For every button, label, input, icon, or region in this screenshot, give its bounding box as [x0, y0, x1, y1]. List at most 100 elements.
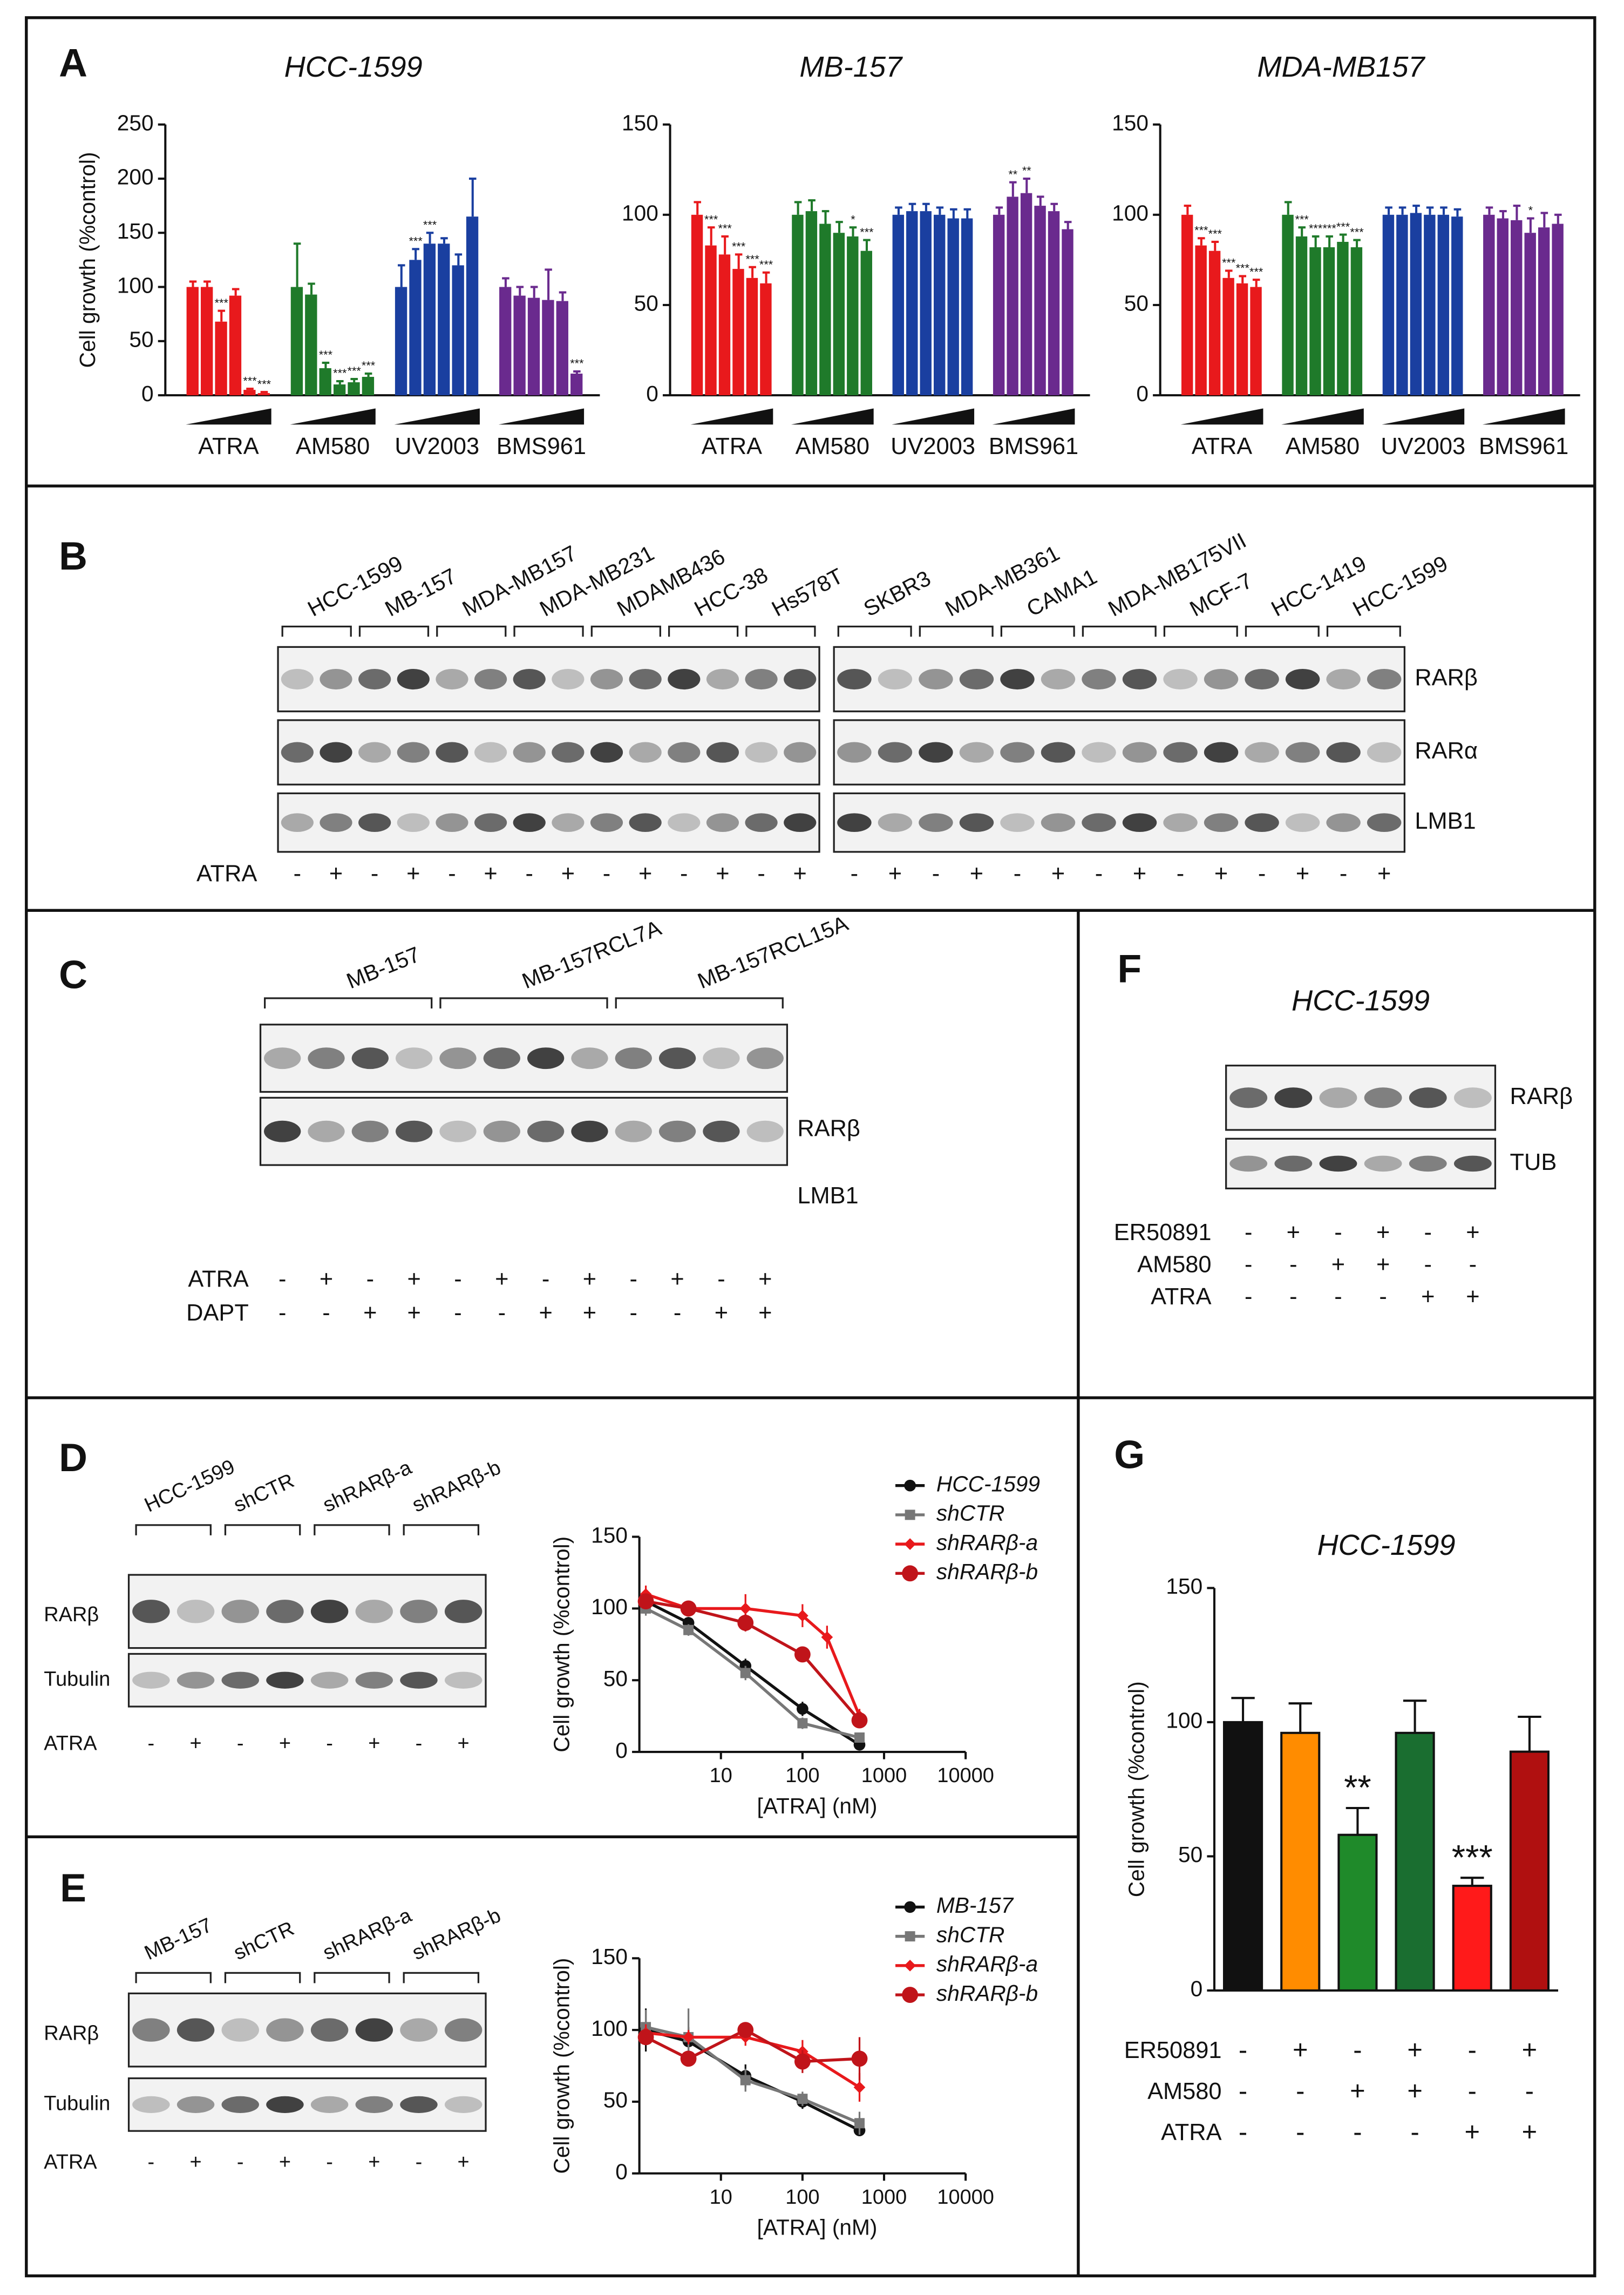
bracket	[314, 1972, 390, 1983]
bracket	[135, 1524, 212, 1535]
treatment-sign: -	[416, 2151, 423, 2174]
bar	[961, 218, 973, 396]
blot-strip	[1225, 1065, 1497, 1131]
blot-band	[1364, 1087, 1402, 1108]
blot-band	[444, 1600, 483, 1623]
marker	[905, 1509, 915, 1520]
treatment-sign: -	[371, 861, 378, 887]
blot-band	[1326, 813, 1361, 832]
blot-band	[1041, 668, 1076, 690]
significance: **	[1022, 164, 1031, 177]
blot-band	[1274, 1155, 1313, 1172]
treatment-sign: +	[320, 1267, 333, 1292]
treatment-sign: -	[322, 1300, 330, 1326]
y-tick-label: 50	[634, 291, 658, 316]
marker	[854, 1732, 865, 1743]
x-tick-label: AM580	[296, 434, 370, 459]
treatment-sign: +	[279, 2151, 291, 2174]
treatment-sign: +	[484, 861, 497, 887]
blot-strip	[127, 1992, 487, 2068]
treatment-sign: -	[454, 1300, 461, 1326]
bar	[1382, 214, 1395, 396]
panel-label: E	[60, 1866, 86, 1910]
treatment-sign: +	[368, 1732, 380, 1755]
blot-band	[397, 668, 430, 690]
y-tick-label: 150	[591, 1944, 628, 1969]
treatment-sign: -	[1289, 1252, 1297, 1278]
bar	[1236, 283, 1248, 396]
condition-sign: -	[1239, 2036, 1247, 2065]
panel-label: A	[59, 41, 87, 85]
treatment-sign: +	[758, 1267, 772, 1292]
significance: **	[1344, 1768, 1371, 1807]
blot-band	[1000, 668, 1035, 690]
blot-band	[400, 2018, 438, 2042]
treatment-sign: -	[148, 1732, 155, 1755]
treatment-sign: +	[407, 1267, 420, 1292]
blot-band	[132, 1600, 170, 1623]
blot-band	[221, 2096, 259, 2113]
condition-sign: +	[1407, 2077, 1423, 2106]
treatment-sign: +	[583, 1300, 596, 1326]
blot-band	[513, 668, 546, 690]
blot-band	[1122, 668, 1157, 690]
bar	[1282, 214, 1294, 396]
bar	[1511, 220, 1523, 396]
y-tick-label: 0	[615, 1738, 628, 1763]
bar	[1410, 213, 1422, 396]
blot-strip	[259, 1024, 789, 1093]
marker	[797, 1703, 808, 1715]
blot-band	[221, 1671, 259, 1689]
condition-sign: -	[1239, 2117, 1247, 2147]
marker	[904, 1538, 916, 1550]
blot-band	[668, 668, 701, 690]
blot-band	[1245, 813, 1279, 832]
blot-band	[264, 1047, 301, 1069]
bracket	[135, 1972, 212, 1983]
treatment-sign: -	[680, 861, 688, 887]
blot-band	[1122, 742, 1157, 763]
treatment-sign: -	[630, 1300, 637, 1326]
blot-band	[527, 1047, 565, 1069]
blot-band	[878, 742, 913, 763]
blot-band	[590, 668, 623, 690]
blot-band	[358, 813, 391, 832]
treatment-sign: -	[1245, 1220, 1252, 1245]
blot-band	[1229, 1087, 1268, 1108]
blot-band	[1082, 668, 1116, 690]
treatment-sign: -	[294, 861, 301, 887]
significance: ***	[1309, 221, 1323, 235]
blot-band	[706, 668, 739, 690]
bracket	[513, 625, 584, 637]
blot-band	[571, 1047, 608, 1069]
blot-band	[1245, 668, 1279, 690]
chart-title: MB-157	[799, 51, 903, 83]
bar	[934, 214, 946, 396]
bracket	[314, 1524, 390, 1535]
blot-band	[266, 2096, 304, 2113]
y-tick-label: 100	[591, 1594, 628, 1619]
marker	[680, 1600, 697, 1617]
blot-band	[590, 813, 623, 832]
bar	[860, 251, 872, 396]
bar	[920, 211, 932, 396]
x-tick-label: 10000	[937, 2186, 994, 2209]
treatment-sign: +	[407, 1300, 420, 1326]
band-label: RARα	[1415, 738, 1478, 764]
marker	[797, 1609, 808, 1622]
bracket	[264, 997, 433, 1008]
blot-band	[439, 1120, 477, 1142]
significance: ***	[704, 212, 718, 226]
bar	[466, 216, 479, 396]
blot-band	[351, 1120, 389, 1142]
marker	[851, 2050, 868, 2067]
treatment-sign: -	[1334, 1284, 1342, 1310]
treatment-sign: +	[970, 861, 983, 887]
blot-band	[310, 2096, 349, 2113]
treatment-sign: +	[561, 861, 575, 887]
treatment-label: ATRA	[1151, 1284, 1212, 1310]
legend-label: shCTR	[936, 1501, 1005, 1526]
treatment-label: ATRA	[44, 1732, 97, 1755]
significance: ***	[860, 225, 874, 239]
marker	[851, 1712, 868, 1729]
